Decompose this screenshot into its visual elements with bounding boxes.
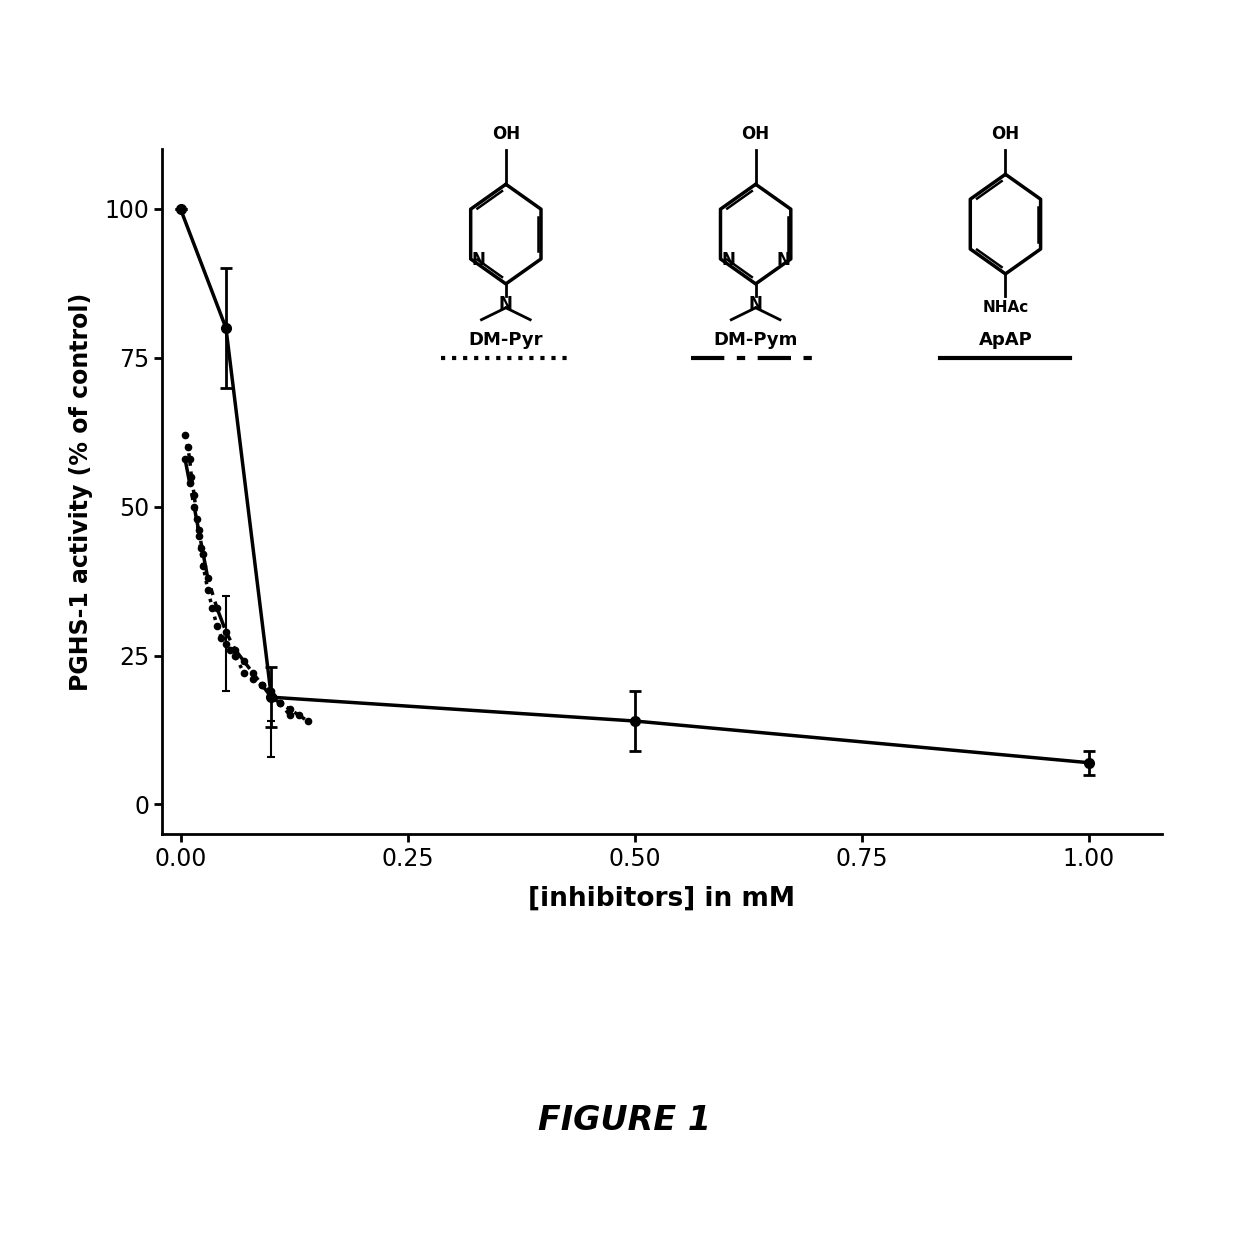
Text: ApAP: ApAP — [978, 331, 1033, 349]
Text: FIGURE 1: FIGURE 1 — [538, 1104, 711, 1137]
X-axis label: [inhibitors] in mM: [inhibitors] in mM — [528, 885, 796, 911]
Text: N: N — [721, 251, 734, 269]
Text: OH: OH — [742, 126, 769, 143]
Text: NHAc: NHAc — [982, 300, 1029, 315]
Text: N: N — [777, 251, 791, 269]
Text: N: N — [498, 295, 513, 312]
Text: N: N — [748, 295, 763, 312]
Text: OH: OH — [992, 126, 1019, 143]
Text: N: N — [471, 251, 485, 269]
Text: OH: OH — [492, 126, 520, 143]
Text: DM-Pym: DM-Pym — [713, 331, 798, 349]
Text: DM-Pyr: DM-Pyr — [468, 331, 543, 349]
Y-axis label: PGHS-1 activity (% of control): PGHS-1 activity (% of control) — [69, 293, 94, 691]
